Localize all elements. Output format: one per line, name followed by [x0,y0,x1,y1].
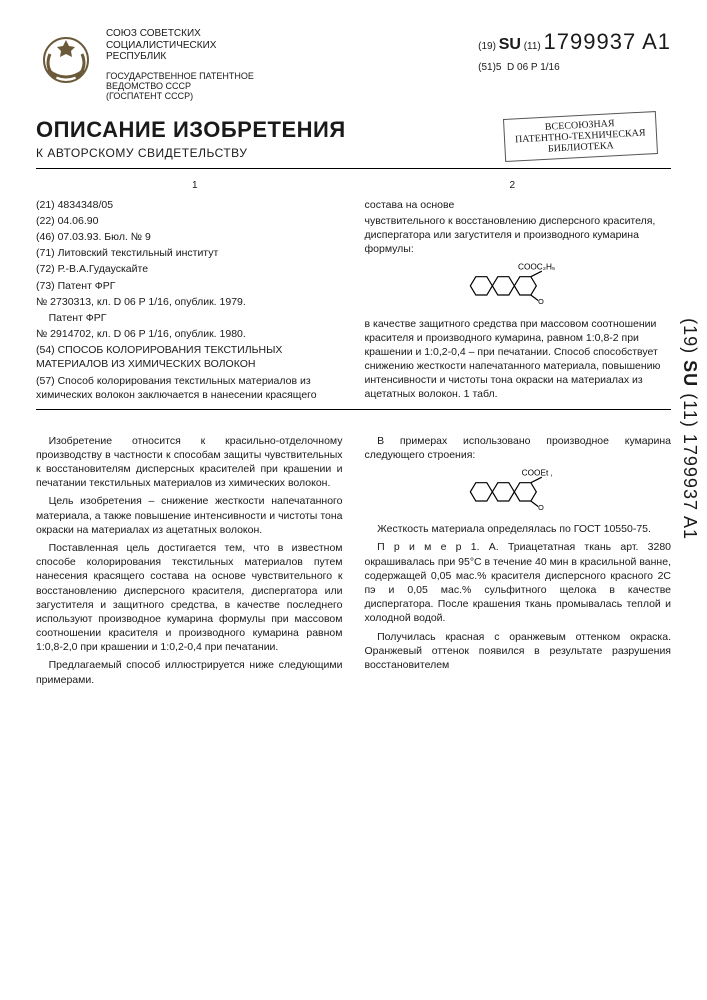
field-46: (46) 07.03.93. Бюл. № 9 [36,230,343,244]
header: СОЮЗ СОВЕТСКИХ СОЦИАЛИСТИЧЕСКИХ РЕСПУБЛИ… [36,28,671,102]
formula-label-2: COOEt , [521,468,552,477]
doc-codes: (19) SU (11) 1799937 A1 (51)5 D 06 P 1/1… [478,28,671,74]
patent-office: ГОСУДАРСТВЕННОЕ ПАТЕНТНОЕ ВЕДОМСТВО СССР… [106,71,254,102]
side-document-code: (19) SU (11) 1799937 A1 [678,318,701,540]
col-num-left: 1 [192,179,198,192]
field-73: (73) Патент ФРГ [36,279,343,293]
column-numbers: 1 2 [36,179,671,192]
body-para: П р и м е р 1. А. Триацетатная ткань арт… [365,540,672,625]
field-21: (21) 4834348/05 [36,198,343,212]
body-para: Предлагаемый способ иллюстрируется ниже … [36,658,343,686]
bibliographic-block: (21) 4834348/05 (22) 04.06.90 (46) 07.03… [36,198,671,403]
col-num-right: 2 [509,179,515,192]
document-number: 1799937 A1 [544,29,671,54]
field-54: (54) СПОСОБ КОЛОРИРОВАНИЯ ТЕКСТИЛЬНЫХ МА… [36,343,343,371]
reference-2b: № 2914702, кл. D 06 P 1/16, опублик. 198… [36,327,343,341]
field-72: (72) Р.-В.А.Гудаускайте [36,262,343,276]
code-11-label: (11) [524,41,541,52]
office-line: ГОСУДАРСТВЕННОЕ ПАТЕНТНОЕ [106,71,254,81]
abstract-tail: в качестве защитного средства при массов… [365,317,672,402]
body-para: Изобретение относится к красильно-отдело… [36,434,343,491]
union-line: РЕСПУБЛИК [106,51,254,63]
library-stamp: ВСЕСОЮЗНАЯ ПАТЕНТНО-ТЕХНИЧЕСКАЯ БИБЛИОТЕ… [503,111,658,162]
union-name: СОЮЗ СОВЕТСКИХ СОЦИАЛИСТИЧЕСКИХ РЕСПУБЛИ… [106,28,254,102]
divider [36,409,671,410]
body-para: Получилась красная с оранжевым оттенком … [365,630,672,673]
body-para: Цель изобретения – снижение жесткости на… [36,494,343,537]
svg-text:O: O [538,298,544,307]
side-cc: SU [680,360,700,387]
formula-label: COOC₂H₅ [518,263,555,272]
reference-1: № 2730313, кл. D 06 P 1/16, опублик. 197… [36,295,343,309]
abstract-right: чувствительного к восстановлению дисперс… [365,214,672,257]
field-71: (71) Литовский текстильный институт [36,246,343,260]
side-num: 1799937 A1 [680,434,700,540]
field-22: (22) 04.06.90 [36,214,343,228]
code-51-label: (51)5 [478,62,501,73]
union-line: СОЮЗ СОВЕТСКИХ [106,28,254,40]
code-19-label: (19) [478,41,496,52]
side-11: (11) [680,393,700,428]
reference-2a: Патент ФРГ [36,311,343,325]
office-line: (ГОСПАТЕНТ СССР) [106,91,254,101]
state-emblem [36,28,96,88]
side-19: (19) [680,318,700,354]
ipc-class: D 06 P 1/16 [507,62,560,73]
union-line: СОЦИАЛИСТИЧЕСКИХ [106,40,254,52]
office-line: ВЕДОМСТВО СССР [106,81,254,91]
description-body: Изобретение относится к красильно-отдело… [36,434,671,687]
chemical-formula-2: O COOEt , [365,466,672,518]
divider [36,168,671,169]
body-para: В примерах использовано производное кума… [365,434,672,462]
chemical-formula-1: O COOC₂H₅ [365,260,672,312]
body-para: Жесткость материала определялась по ГОСТ… [365,522,672,536]
body-para: Поставленная цель достигается тем, что в… [36,541,343,654]
country-code: SU [499,36,521,53]
svg-text:O: O [538,503,544,512]
